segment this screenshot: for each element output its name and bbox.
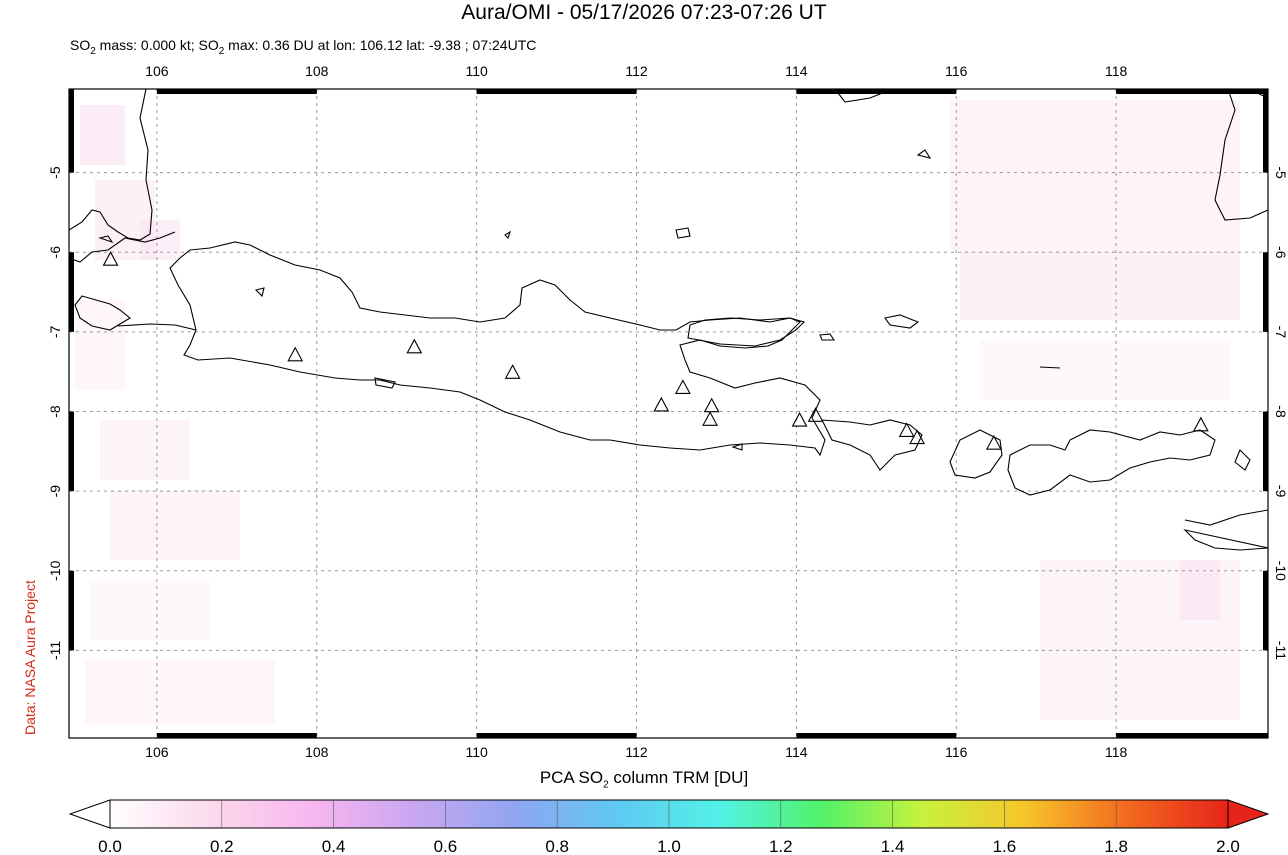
colorbar-tick-label: 1.6 [993,837,1017,855]
colorbar-min-arrow [68,799,111,829]
sumatra-south-coast [69,231,176,263]
lat-tick-label: -7 [47,325,63,338]
colorbar-tick-label: 2.0 [1216,837,1240,855]
frame-bar-left [69,252,74,332]
volcano-marker [504,364,521,379]
coastlines [69,89,1268,551]
lat-tick-label: -5 [1273,166,1288,179]
lat-tick-label: -5 [47,166,63,179]
volcano-marker [898,422,915,437]
frame-bar-right [1263,89,1268,173]
volcano-marker [703,397,720,413]
frame-bar-right [1263,570,1268,651]
so2-background-pixels [75,100,1240,725]
frame-bar-bottom [156,733,317,738]
colorbar-ticks: 0.0 0.2 0.4 0.6 0.8 1.0 1.2 1.4 1.6 1.8 2.0 [98,800,1240,855]
sumatra-coast [69,89,153,241]
madura-coast [687,317,806,347]
frame-bar-top [476,89,637,94]
frame-bar-left [69,89,74,173]
volcano-marker [406,338,423,354]
colorbar-tick-label: 1.4 [881,837,905,855]
frame-bar-left [69,411,74,492]
lon-tick-label: 112 [625,744,648,760]
lon-tick-label: 118 [1105,63,1128,79]
lon-tick-label: 110 [465,744,488,760]
lon-tick-label: 106 [145,744,169,760]
lon-tick-label: 116 [945,63,968,79]
lat-tick-label: -10 [1273,561,1288,581]
colorbar-tick-label: 1.2 [769,837,793,855]
frame-bar-top [156,89,317,94]
map-title: Aura/OMI - 05/17/2026 07:23-07:26 UT [461,1,827,24]
frame-bar-right [1263,411,1268,492]
java-coast [117,241,826,457]
volcano-marker [1192,416,1209,432]
volcano-marker [791,411,808,427]
lon-tick-label: 106 [145,63,169,79]
volcano-marker [674,379,691,394]
lombok-coast [949,429,1003,479]
colorbar-tick-label: 0.6 [434,837,458,855]
colorbar: 0.0 0.2 0.4 0.6 0.8 1.0 1.2 1.4 1.6 1.8 2.0 [68,799,1270,855]
frame-bar-left [69,570,74,651]
map-panel: 106 108 110 112 114 116 118 106 108 110 112 114 116… [47,63,1288,760]
so2-summary: SO2 mass: 0.000 kt; SO2 max: 0.36 DU at … [70,37,537,57]
colorbar-max-arrow [1227,799,1270,829]
volcano-marker [702,411,718,426]
colorbar-label: PCA SO2 column TRM [DU] [539,768,749,791]
latitude-labels-right: -5 -6 -7 -8 -9 -10 -11 [1273,166,1288,660]
colorbar-tick-label: 1.8 [1104,837,1128,855]
lat-tick-label: -11 [1273,641,1288,660]
volcano-marker [287,346,304,362]
lat-tick-label: -11 [47,641,63,660]
lon-tick-label: 112 [625,63,648,79]
lat-tick-label: -7 [1273,326,1288,339]
lat-tick-label: -9 [47,485,63,498]
sumbawa-coast [1007,429,1216,496]
lon-tick-label: 110 [465,63,488,79]
lon-tick-label: 118 [1105,744,1128,760]
lon-tick-label: 108 [305,744,329,760]
colorbar-tick-label: 0.8 [545,837,569,855]
lon-tick-label: 114 [785,744,808,760]
lon-tick-label: 116 [945,744,968,760]
frame-bar-bottom [796,733,957,738]
frame-bar-bottom [1116,733,1268,738]
longitude-labels-top: 106 108 110 112 114 116 118 [145,63,1127,79]
colorbar-tick-label: 0.0 [98,837,122,855]
latitude-labels-left: -5 -6 -7 -8 -9 -10 -11 [47,166,63,660]
longitude-labels-bottom: 106 108 110 112 114 116 118 [145,744,1127,760]
lon-tick-label: 108 [305,63,329,79]
frame-bar-top [1116,89,1268,94]
volcano-marker [653,396,670,412]
volcano-marker [102,251,119,266]
volcano-marker [909,429,926,445]
frame-bar-top [796,89,957,94]
colorbar-tick-label: 0.4 [322,837,346,855]
lat-tick-label: -9 [1273,485,1288,498]
graticule [69,89,1268,738]
colorbar-tick-label: 1.0 [657,837,681,855]
map-frame-bars [69,89,1268,738]
volcano-marker [985,434,1002,450]
sumba-coast [1183,509,1268,551]
colorbar-tick-label: 0.2 [210,837,234,855]
bali-coast [821,419,923,471]
lat-tick-label: -8 [47,405,63,418]
lon-tick-label: 114 [785,63,808,79]
lat-tick-label: -6 [47,246,63,259]
volcano-markers [102,251,1209,450]
lat-tick-label: -6 [1273,246,1288,259]
volcano-marker [807,407,824,422]
frame-bar-bottom [476,733,637,738]
frame-bar-right [1263,252,1268,332]
lat-tick-label: -10 [47,560,63,580]
lat-tick-label: -8 [1273,405,1288,418]
